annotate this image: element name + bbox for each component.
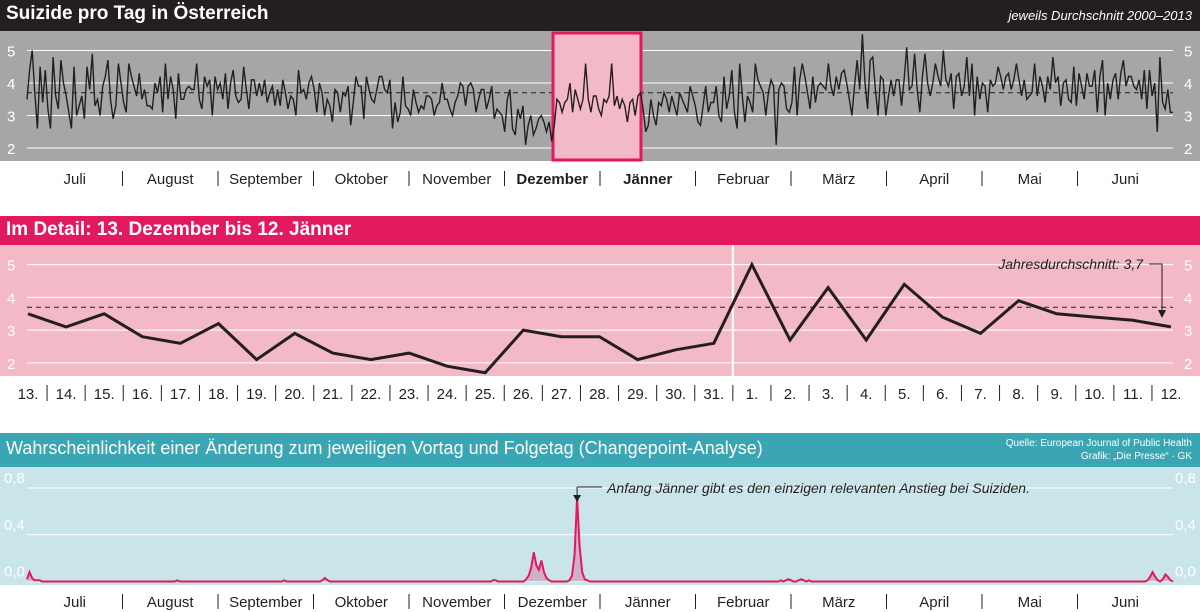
- panel2-day-label: 20.: [284, 386, 305, 403]
- panel3-month-label: Februar: [717, 594, 770, 611]
- panel2-day-label: 6.: [936, 386, 949, 403]
- panel2-day-label: 28.: [589, 386, 610, 403]
- panel2-ytick-right: 2: [1184, 356, 1192, 373]
- panel2-day-label: 4.: [860, 386, 873, 403]
- panel1-ytick-left: 4: [7, 76, 15, 93]
- panel3-ytick-left: 0,8: [4, 470, 25, 487]
- panel2-series-line: [27, 261, 1172, 375]
- panel2-ytick-left: 3: [7, 323, 15, 340]
- panel2-ytick-right: 5: [1184, 258, 1192, 275]
- panel1-title: Suizide pro Tag in Österreich: [6, 3, 269, 24]
- panel3-annotation-arrow: [573, 495, 582, 502]
- panel2-day-label: 9.: [1050, 386, 1063, 403]
- panel1-header: Suizide pro Tag in Österreich jeweils Du…: [0, 0, 1200, 31]
- panel3-month-label: April: [919, 594, 949, 611]
- panel3-month-label: Oktober: [335, 594, 388, 611]
- panel2-day-label: 27.: [551, 386, 572, 403]
- panel2-day-label: 8.: [1012, 386, 1025, 403]
- panel3-ytick-left: 0,4: [4, 517, 25, 534]
- panel3-month-label: Mai: [1018, 594, 1042, 611]
- panel1-month-label: Juni: [1111, 171, 1139, 188]
- panel2-annotation-arrow: [1158, 310, 1166, 318]
- panel2-day-label: 7.: [974, 386, 987, 403]
- panel1-note: jeweils Durchschnitt 2000–2013: [1008, 8, 1192, 23]
- panel2-day-label: 13.: [18, 386, 39, 403]
- panel2-plot-area: [0, 245, 1200, 376]
- panel3-peak-annotation: Anfang Jänner gibt es den einzigen relev…: [606, 480, 1030, 496]
- panel2-day-label: 14.: [56, 386, 77, 403]
- panel2-day-label: 11.: [1123, 386, 1143, 403]
- panel2-day-label: 2.: [784, 386, 797, 403]
- source-note: Quelle: European Journal of Public Healt…: [1005, 438, 1192, 449]
- panel2-ytick-right: 4: [1184, 290, 1192, 307]
- panel1-month-label: August: [147, 171, 195, 188]
- panel2-ytick-left: 4: [7, 290, 15, 307]
- panel2-day-label: 24.: [437, 386, 458, 403]
- panel3-header: Wahrscheinlichkeit einer Änderung zum je…: [0, 433, 1200, 467]
- panel2-day-label: 1.: [746, 386, 759, 403]
- panel1-ytick-right: 3: [1184, 109, 1192, 126]
- panel1-month-label: Oktober: [335, 171, 388, 188]
- panel2-day-label: 12.: [1161, 386, 1182, 403]
- panel1-month-label: März: [822, 171, 855, 188]
- panel2-day-label: 30.: [665, 386, 686, 403]
- panel2-day-label: 17.: [170, 386, 191, 403]
- panel3-month-label: Juli: [63, 594, 86, 611]
- panel2-day-label: 23.: [399, 386, 420, 403]
- panel1-highlight-box: [551, 31, 643, 162]
- panel2-annotation-leader: [1149, 263, 1163, 312]
- panel1-ytick-left: 5: [7, 44, 15, 61]
- panel1-month-label: November: [422, 171, 491, 188]
- panel2-day-label: 5.: [898, 386, 911, 403]
- panel3-month-label: Dezember: [518, 594, 587, 611]
- panel3-ytick-left: 0,0: [4, 563, 25, 580]
- panel2-day-label: 31.: [703, 386, 724, 403]
- panel2-day-label: 16.: [132, 386, 153, 403]
- panel3-series-line: [26, 497, 1174, 583]
- panel2-ytick-left: 2: [7, 356, 15, 373]
- panel2-day-label: 26.: [513, 386, 534, 403]
- panel1-month-label: Februar: [717, 171, 770, 188]
- panel2-day-label: 18.: [208, 386, 229, 403]
- panel3-month-label: Jänner: [625, 594, 671, 611]
- panel2-day-label: 25.: [475, 386, 496, 403]
- panel1-month-label: Mai: [1018, 171, 1042, 188]
- panel1-series-line: [26, 34, 1173, 145]
- panel2-day-label: 10.: [1084, 386, 1105, 403]
- panel3-title: Wahrscheinlichkeit einer Änderung zum je…: [6, 438, 763, 458]
- panel2-day-label: 22.: [360, 386, 381, 403]
- panel2-day-label: 15.: [94, 386, 115, 403]
- panel3-month-label: März: [822, 594, 855, 611]
- panel3-ytick-right: 0,8: [1175, 470, 1196, 487]
- panel3-month-label: August: [147, 594, 195, 611]
- panel1-month-label: Jänner: [623, 171, 672, 188]
- panel3-month-label: Juni: [1111, 594, 1139, 611]
- panel1-ytick-left: 3: [7, 109, 15, 126]
- panel2-ytick-left: 5: [7, 258, 15, 275]
- credit-note: Grafik: „Die Presse“ · GK: [1080, 451, 1192, 462]
- panel3-month-label: September: [229, 594, 302, 611]
- panel1-ytick-right: 5: [1184, 44, 1192, 61]
- panel2-header: Im Detail: 13. Dezember bis 12. Jänner: [0, 216, 1200, 245]
- panel2-day-label: 29.: [627, 386, 648, 403]
- panel2-day-label: 3.: [822, 386, 835, 403]
- panel1-month-label: Dezember: [516, 171, 588, 188]
- panel1-month-label: April: [919, 171, 949, 188]
- panel3-ytick-right: 0,0: [1175, 563, 1196, 580]
- panel2-mean-annotation: Jahresdurchschnitt: 3,7: [997, 256, 1144, 272]
- panel2-ytick-right: 3: [1184, 323, 1192, 340]
- panel2-day-label: 19.: [246, 386, 267, 403]
- panel1-ytick-right: 2: [1184, 141, 1192, 158]
- panel2-day-label: 21.: [322, 386, 343, 403]
- panel3-ytick-right: 0,4: [1175, 517, 1196, 534]
- panel1-ytick-left: 2: [7, 141, 15, 158]
- panel1-ytick-right: 4: [1184, 76, 1192, 93]
- panel1-month-label: September: [229, 171, 302, 188]
- panel1-month-label: Juli: [63, 171, 86, 188]
- panel2-title: Im Detail: 13. Dezember bis 12. Jänner: [6, 219, 352, 240]
- panel3-month-label: November: [422, 594, 491, 611]
